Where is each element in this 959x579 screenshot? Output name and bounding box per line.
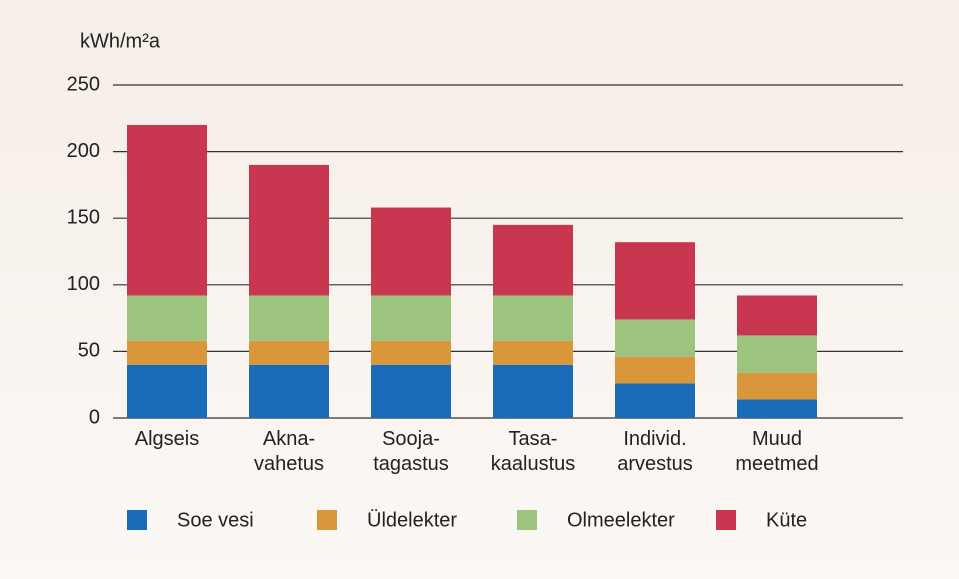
x-tick-label: Individ. arvestus bbox=[617, 428, 693, 475]
x-tick-label: Algseis bbox=[134, 428, 200, 450]
y-axis-label: kWh/m²a bbox=[80, 30, 161, 52]
bar-segment bbox=[127, 364, 207, 418]
legend-swatch bbox=[716, 510, 736, 530]
bar-segment bbox=[737, 335, 817, 373]
legend-swatch bbox=[127, 510, 147, 530]
y-tick-label: 50 bbox=[78, 340, 100, 362]
x-tick-label: Tasa- kaalustus bbox=[490, 428, 576, 475]
y-tick-label: 200 bbox=[67, 140, 100, 162]
bar-segment bbox=[615, 319, 695, 357]
y-tick-label: 250 bbox=[67, 73, 100, 95]
bar-segment bbox=[737, 372, 817, 400]
bar-segment bbox=[737, 295, 817, 336]
legend-label: Soe vesi bbox=[177, 509, 254, 531]
bar-segment bbox=[615, 383, 695, 418]
bar-segment bbox=[493, 364, 573, 418]
legend-label: Küte bbox=[766, 509, 807, 531]
bar-segment bbox=[371, 340, 451, 365]
x-tick-label: Akna- vahetus bbox=[253, 428, 325, 475]
bar-segment bbox=[127, 340, 207, 365]
bar-segment bbox=[615, 242, 695, 320]
bar-segment bbox=[493, 340, 573, 365]
legend-label: Olmeelekter bbox=[567, 509, 675, 531]
bar-segment bbox=[493, 224, 573, 296]
bar-segment bbox=[371, 207, 451, 296]
y-tick-label: 100 bbox=[67, 273, 100, 295]
bar-segment bbox=[371, 364, 451, 418]
bar-segment bbox=[127, 124, 207, 296]
bar-segment bbox=[615, 356, 695, 384]
x-tick-label: Sooja- tagastus bbox=[373, 428, 449, 475]
legend-swatch bbox=[317, 510, 337, 530]
bar-segment bbox=[493, 295, 573, 341]
y-tick-label: 0 bbox=[89, 406, 100, 428]
x-tick-label: Muud meetmed bbox=[735, 428, 819, 475]
bar-segment bbox=[371, 295, 451, 341]
bar-segment bbox=[127, 295, 207, 341]
bar-segment bbox=[249, 340, 329, 365]
bar-segment bbox=[737, 399, 817, 418]
bar-segment bbox=[249, 295, 329, 341]
bar-segment bbox=[249, 364, 329, 418]
bar-segment bbox=[249, 164, 329, 296]
y-tick-label: 150 bbox=[67, 206, 100, 228]
legend-swatch bbox=[517, 510, 537, 530]
legend-label: Üldelekter bbox=[367, 509, 457, 531]
